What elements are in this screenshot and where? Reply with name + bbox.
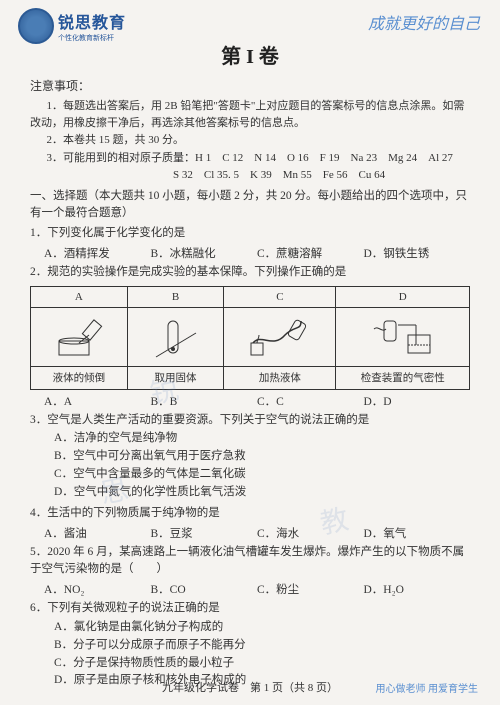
notice-item: 2．本卷共 15 题，共 30 分。 xyxy=(30,132,470,149)
q5-opt-d: D．H₂O xyxy=(364,581,471,597)
volume-title: 第 I 卷 xyxy=(30,40,470,69)
notice-item: 3．可能用到的相对原子质量：H 1 C 12 N 14 O 16 F 19 Na… xyxy=(30,150,470,167)
section-title: 一、选择题（本大题共 10 小题，每小题 2 分，共 20 分。每小题给出的四个… xyxy=(30,188,470,223)
q1-opt-c: C．蔗糖溶解 xyxy=(257,245,364,261)
q2-stem: 2．规范的实验操作是完成实验的基本保障。下列操作正确的是 xyxy=(30,264,470,282)
q2-opt-b: B．B xyxy=(151,393,258,409)
logo-icon xyxy=(18,8,54,44)
q4-opt-d: D．氧气 xyxy=(364,525,471,541)
q2-cap-b: 取用固体 xyxy=(127,366,224,389)
q5-stem: 5．2020 年 6 月，某高速路上一辆液化油气槽罐车发生爆炸。爆炸产生的以下物… xyxy=(30,544,470,580)
notice-label: 注意事项： xyxy=(30,77,470,94)
q2-opt-c: C．C xyxy=(257,393,364,409)
q1-opt-d: D．钢铁生锈 xyxy=(364,245,471,261)
logo-subtitle: 个性化教育新标杆 xyxy=(58,33,126,43)
q6-opt-a: A．氯化钠是由氯化钠分子构成的 xyxy=(54,619,470,637)
q2-fig-b xyxy=(127,307,224,366)
q2-cap-d: 检查装置的气密性 xyxy=(336,366,470,389)
q5-options: A．NO₂ B．CO C．粉尘 D．H₂O xyxy=(44,581,470,597)
q1-options: A．酒精挥发 B．冰糕融化 C．蔗糖溶解 D．钢铁生锈 xyxy=(44,245,470,261)
q3-opt-a: A．洁净的空气是纯净物 xyxy=(54,430,470,448)
heat-liquid-icon xyxy=(245,313,315,361)
q5-opt-a: A．NO₂ xyxy=(44,581,151,597)
q2-fig-a xyxy=(31,307,128,366)
q3-opt-b: B．空气中可分离出氧气用于医疗急救 xyxy=(54,448,470,466)
logo-block: 锐思教育 个性化教育新标杆 xyxy=(18,8,126,44)
airtight-check-icon xyxy=(368,313,438,361)
exam-page: 锐思教育 个性化教育新标杆 成就更好的自己 第 I 卷 注意事项： 1．每题选出… xyxy=(0,0,500,705)
q2-hdr-d: D xyxy=(336,286,470,307)
q2-fig-c xyxy=(224,307,336,366)
q2-hdr-b: B xyxy=(127,286,224,307)
q6-opt-b: B．分子可以分成原子而原子不能再分 xyxy=(54,637,470,655)
q3-opt-d: D．空气中氮气的化学性质比氧气活泼 xyxy=(54,484,470,502)
logo-title: 锐思教育 xyxy=(58,9,126,33)
q6-opt-c: C．分子是保持物质性质的最小粒子 xyxy=(54,655,470,673)
q3-stem: 3．空气是人类生产活动的重要资源。下列关于空气的说法正确的是 xyxy=(30,412,470,430)
q5-opt-b: B．CO xyxy=(151,581,258,597)
q2-fig-d xyxy=(336,307,470,366)
logo-text: 锐思教育 个性化教育新标杆 xyxy=(58,9,126,43)
q4-opt-a: A．酱油 xyxy=(44,525,151,541)
q4-options: A．酱油 B．豆浆 C．海水 D．氧气 xyxy=(44,525,470,541)
notice-item: 1．每题选出答案后，用 2B 铅笔把"答题卡"上对应题目的答案标号的信息点涂黑。… xyxy=(30,98,470,131)
q2-options: A．A B．B C．C D．D xyxy=(44,393,470,409)
q4-opt-c: C．海水 xyxy=(257,525,364,541)
q5-opt-c: C．粉尘 xyxy=(257,581,364,597)
pour-liquid-icon xyxy=(49,313,109,361)
q2-opt-a: A．A xyxy=(44,393,151,409)
q1-stem: 1．下列变化属于化学变化的是 xyxy=(30,225,470,243)
q2-hdr-a: A xyxy=(31,286,128,307)
q6-stem: 6．下列有关微观粒子的说法正确的是 xyxy=(30,600,470,618)
take-solid-icon xyxy=(146,313,206,361)
q1-opt-a: A．酒精挥发 xyxy=(44,245,151,261)
q2-cap-c: 加热液体 xyxy=(224,366,336,389)
header-note: 成就更好的自己 xyxy=(368,10,480,34)
q2-hdr-c: C xyxy=(224,286,336,307)
q2-table: A B C D xyxy=(30,286,470,390)
q3-opt-c: C．空气中含量最多的气体是二氧化碳 xyxy=(54,466,470,484)
notice-item: S 32 Cl 35. 5 K 39 Mn 55 Fe 56 Cu 64 xyxy=(30,167,470,184)
q2-opt-d: D．D xyxy=(364,393,471,409)
q1-opt-b: B．冰糕融化 xyxy=(151,245,258,261)
q4-stem: 4．生活中的下列物质属于纯净物的是 xyxy=(30,505,470,523)
q4-opt-b: B．豆浆 xyxy=(151,525,258,541)
q2-cap-a: 液体的倾倒 xyxy=(31,366,128,389)
footer-motto: 用心做老师 用爱育学生 xyxy=(376,680,479,695)
